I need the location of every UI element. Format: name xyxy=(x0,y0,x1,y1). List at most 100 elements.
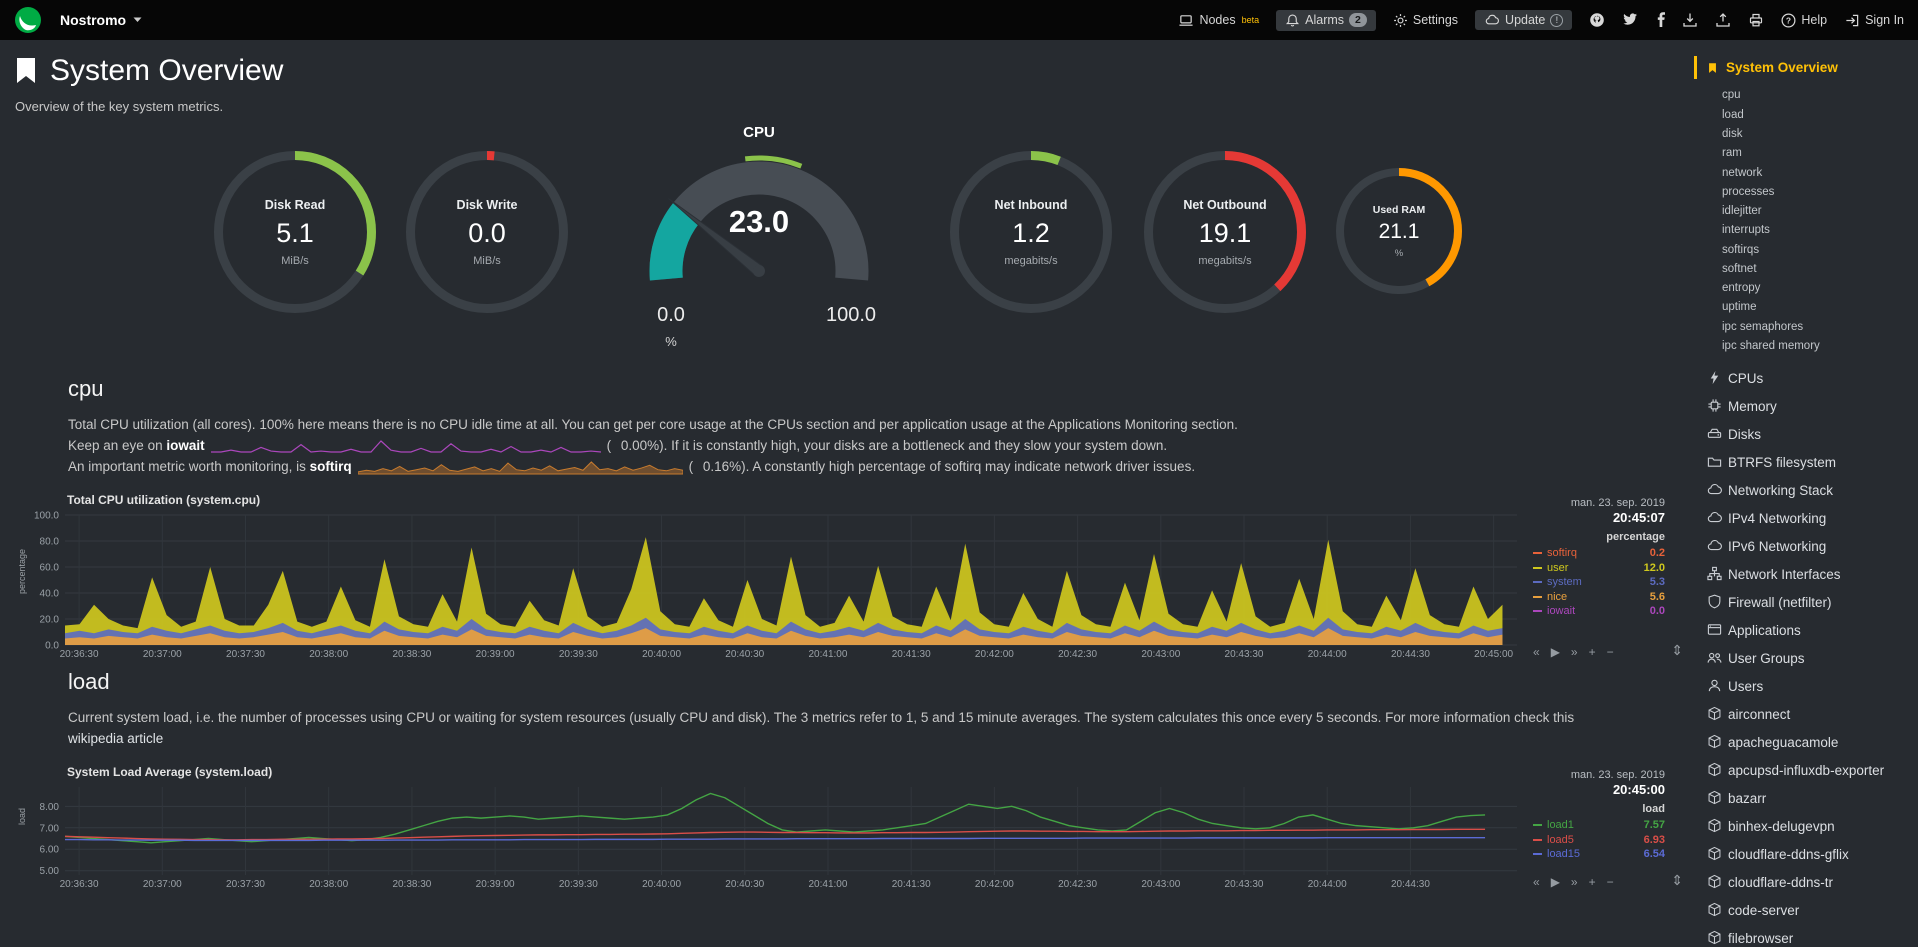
nodes-button[interactable]: Nodes beta xyxy=(1178,13,1259,28)
sidebar-item-btrfs-filesystem[interactable]: BTRFS filesystem xyxy=(1694,449,1918,477)
section-heading-cpu: cpu xyxy=(68,376,104,401)
settings-button[interactable]: Settings xyxy=(1393,13,1458,28)
cpu-gauge-value: 23.0 xyxy=(728,204,790,239)
svg-text:20:41:00: 20:41:00 xyxy=(808,649,847,660)
sidebar-item-applications[interactable]: Applications xyxy=(1694,617,1918,645)
sidebar-sub-uptime[interactable]: uptime xyxy=(1722,301,1757,314)
sidebar-sub-interrupts[interactable]: interrupts xyxy=(1722,224,1770,237)
sidebar-item-filebrowser[interactable]: filebrowser xyxy=(1694,925,1918,947)
sidebar-item-airconnect[interactable]: airconnect xyxy=(1694,701,1918,729)
gauge-disk-write[interactable]: Disk Write 0.0 MiB/s xyxy=(405,150,569,314)
play-button[interactable]: ▶ xyxy=(1550,875,1560,889)
sidebar-sub-idlejitter[interactable]: idlejitter xyxy=(1722,205,1762,218)
sidebar-sub-entropy[interactable]: entropy xyxy=(1722,282,1761,295)
gauge-cpu[interactable]: CPU 23.0 0.0 100.0 % xyxy=(609,124,909,364)
legend-entry-nice[interactable]: nice 5.6 xyxy=(1533,590,1665,605)
sidebar-item-binhex-delugevpn[interactable]: binhex-delugevpn xyxy=(1694,813,1918,841)
svg-text:40.0: 40.0 xyxy=(40,589,60,600)
svg-text:20:40:30: 20:40:30 xyxy=(725,879,764,890)
wikipedia-link[interactable]: wikipedia article xyxy=(68,731,164,746)
upload-button[interactable] xyxy=(1715,12,1731,28)
play-button[interactable]: ▶ xyxy=(1550,645,1560,659)
svg-text:20:44:30: 20:44:30 xyxy=(1391,649,1430,660)
sidebar-sub-cpu[interactable]: cpu xyxy=(1722,89,1741,102)
gauge-unit: MiB/s xyxy=(281,254,309,267)
legend-entry-load15[interactable]: load15 6.54 xyxy=(1533,847,1665,862)
print-button[interactable] xyxy=(1748,12,1764,28)
upload-icon xyxy=(1716,13,1731,27)
sidebar-sub-ram[interactable]: ram xyxy=(1722,147,1742,160)
legend-entry-user[interactable]: user 12.0 xyxy=(1533,561,1665,576)
svg-text:60.0: 60.0 xyxy=(40,563,60,574)
facebook-button[interactable] xyxy=(1655,12,1666,28)
chart-resize-handle[interactable]: ⇕ xyxy=(1671,872,1683,888)
sidebar-sub-processes[interactable]: processes xyxy=(1722,185,1775,198)
chart-date: man. 23. sep. 2019 xyxy=(1570,497,1665,509)
sidebar-item-cloudflare-ddns-tr[interactable]: cloudflare-ddns-tr xyxy=(1694,869,1918,897)
cpu-chart-plot[interactable]: 0.0 20.0 40.0 60.0 80.0 100.0 20:36:30 20:37:00… xyxy=(15,511,1525,661)
legend-entry-system[interactable]: system 5.3 xyxy=(1533,575,1665,590)
sidebar-item-disks[interactable]: Disks xyxy=(1694,421,1918,449)
svg-text:20:36:30: 20:36:30 xyxy=(60,879,99,890)
load-description: Current system load, i.e. the number of … xyxy=(68,707,1623,749)
zoom-in-button[interactable]: + xyxy=(1588,645,1596,659)
gauge-used-ram[interactable]: Used RAM 21.1 % xyxy=(1335,167,1463,295)
hostname-dropdown[interactable]: Nostromo xyxy=(60,12,142,28)
section-heading-load: load xyxy=(68,669,110,694)
sidebar-sub-network[interactable]: network xyxy=(1722,166,1763,179)
sidebar-item-memory[interactable]: Memory xyxy=(1694,393,1918,421)
gauge-label: Net Outbound xyxy=(1183,197,1267,212)
sidebar-item-user-groups[interactable]: User Groups xyxy=(1694,645,1918,673)
netdata-logo[interactable] xyxy=(14,6,42,34)
legend-entry-iowait[interactable]: iowait 0.0 xyxy=(1533,604,1665,619)
sidebar-sub-ipc-shared-memory[interactable]: ipc shared memory xyxy=(1722,340,1820,353)
iowait-sparkline xyxy=(210,438,601,454)
pan-backward-button[interactable]: « xyxy=(1533,875,1540,889)
sidebar-item-code-server[interactable]: code-server xyxy=(1694,897,1918,925)
signin-button[interactable]: Sign In xyxy=(1844,13,1904,28)
svg-text:20:39:00: 20:39:00 xyxy=(476,879,515,890)
sidebar-item-apcupsd-influxdb-exporter[interactable]: apcupsd-influxdb-exporter xyxy=(1694,757,1918,785)
github-button[interactable] xyxy=(1589,12,1605,28)
sidebar-item-users[interactable]: Users xyxy=(1694,673,1918,701)
legend-entry-softirq[interactable]: softirq 0.2 xyxy=(1533,546,1665,561)
gauge-label: Disk Write xyxy=(456,197,518,212)
sidebar-item-cloudflare-ddns-gflix[interactable]: cloudflare-ddns-gflix xyxy=(1694,841,1918,869)
gauge-net-inbound[interactable]: Net Inbound 1.2 megabits/s xyxy=(949,150,1113,314)
pan-forward-button[interactable]: » xyxy=(1570,875,1578,889)
sidebar-item-ipv6-networking[interactable]: IPv6 Networking xyxy=(1694,533,1918,561)
twitter-button[interactable] xyxy=(1622,13,1638,27)
sidebar-sub-load[interactable]: load xyxy=(1722,108,1744,121)
sidebar-item-network-interfaces[interactable]: Network Interfaces xyxy=(1694,561,1918,589)
svg-text:5.00: 5.00 xyxy=(40,866,60,877)
load-chart-plot[interactable]: 5.00 6.00 7.00 8.00 20:36:30 20:37:00 20:37:30… xyxy=(15,783,1525,891)
sidebar-item-networking-stack[interactable]: Networking Stack xyxy=(1694,477,1918,505)
iowait-current-value: 0.00% xyxy=(620,438,660,453)
chart-toolbox: « ▶ » + − xyxy=(1533,875,1665,889)
sidebar-item-firewall-netfilter[interactable]: Firewall (netfilter) xyxy=(1694,589,1918,617)
pan-backward-button[interactable]: « xyxy=(1533,645,1540,659)
sidebar-sub-disk[interactable]: disk xyxy=(1722,127,1743,140)
zoom-out-button[interactable]: − xyxy=(1606,645,1614,659)
alarms-button[interactable]: Alarms 2 xyxy=(1276,9,1376,31)
cpu-chart: Total CPU utilization (system.cpu) perce… xyxy=(15,491,1694,661)
chart-resize-handle[interactable]: ⇕ xyxy=(1671,642,1683,658)
legend-entry-load5[interactable]: load5 6.93 xyxy=(1533,833,1665,848)
sidebar-item-bazarr[interactable]: bazarr xyxy=(1694,785,1918,813)
zoom-out-button[interactable]: − xyxy=(1606,875,1614,889)
gauge-net-outbound[interactable]: Net Outbound 19.1 megabits/s xyxy=(1143,150,1307,314)
download-button[interactable] xyxy=(1682,12,1698,28)
gauge-disk-read[interactable]: Disk Read 5.1 MiB/s xyxy=(213,150,377,314)
legend-entry-load1[interactable]: load1 7.57 xyxy=(1533,818,1665,833)
sidebar-sub-softirqs[interactable]: softirqs xyxy=(1722,243,1760,256)
sidebar-item-apacheguacamole[interactable]: apacheguacamole xyxy=(1694,729,1918,757)
help-button[interactable]: ? Help xyxy=(1781,13,1827,28)
sidebar-item-ipv4-networking[interactable]: IPv4 Networking xyxy=(1694,505,1918,533)
sidebar-item-system-overview[interactable]: System Overview xyxy=(1694,56,1918,79)
update-button[interactable]: Update ! xyxy=(1475,10,1573,30)
pan-forward-button[interactable]: » xyxy=(1570,645,1578,659)
sidebar-item-cpus[interactable]: CPUs xyxy=(1694,365,1918,393)
sidebar-sub-ipc-semaphores[interactable]: ipc semaphores xyxy=(1722,320,1804,333)
zoom-in-button[interactable]: + xyxy=(1588,875,1596,889)
sidebar-sub-softnet[interactable]: softnet xyxy=(1722,262,1757,275)
